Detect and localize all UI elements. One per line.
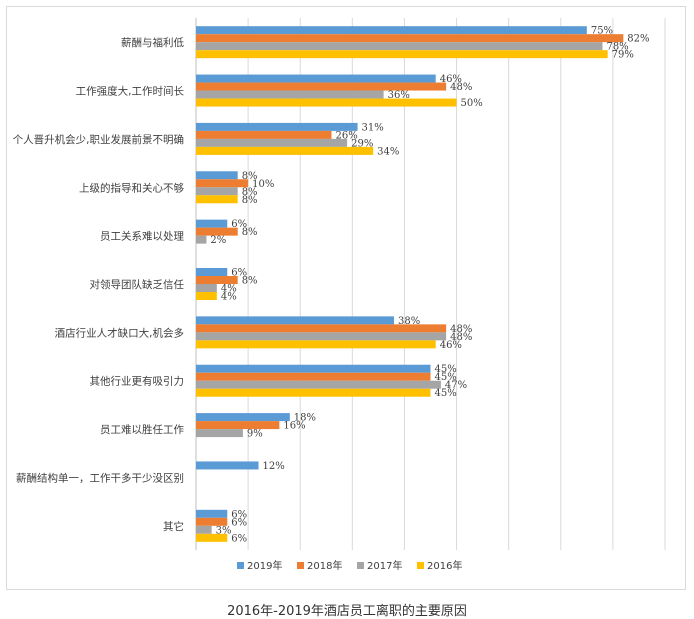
legend-swatch — [357, 562, 364, 569]
data-label: 34% — [377, 146, 399, 157]
bar-2018年 — [196, 276, 238, 284]
data-label: 38% — [398, 316, 420, 327]
data-label: 46% — [440, 340, 462, 351]
bar-2017年 — [196, 187, 238, 196]
data-label: 9% — [247, 429, 263, 440]
data-label: 75% — [591, 26, 613, 37]
category-label: 个人晋升机会少,职业发展前景不明确 — [13, 133, 184, 146]
category-label: 薪酬与福利低 — [121, 36, 184, 49]
bar-2016年 — [196, 292, 217, 300]
bar-2017年 — [196, 525, 212, 534]
data-label: 8% — [242, 276, 258, 287]
bar-2019年 — [196, 364, 431, 373]
data-label: 16% — [283, 421, 305, 432]
data-label: 79% — [612, 50, 634, 61]
data-label: 46% — [440, 74, 462, 85]
data-label: 6% — [231, 509, 247, 520]
data-label: 3% — [216, 525, 232, 536]
bar-2018年 — [196, 34, 624, 43]
data-label: 45% — [435, 364, 457, 375]
data-label: 50% — [461, 98, 483, 109]
data-label: 6% — [231, 268, 247, 279]
legend-swatch — [297, 562, 304, 569]
data-label: 4% — [221, 284, 237, 295]
data-label: 8% — [242, 195, 258, 206]
data-label: 10% — [252, 179, 274, 190]
data-label: 6% — [231, 533, 247, 544]
category-label: 工作强度大,工作时间长 — [76, 85, 185, 98]
data-label: 6% — [231, 219, 247, 230]
data-label: 12% — [263, 461, 285, 472]
data-label: 47% — [445, 380, 467, 391]
data-label: 48% — [450, 332, 472, 343]
legend-label: 2017年 — [367, 559, 402, 572]
data-label: 4% — [221, 292, 237, 303]
data-label: 31% — [362, 122, 384, 133]
data-label: 45% — [435, 372, 457, 383]
bar-2018年 — [196, 372, 431, 381]
legend-label: 2019年 — [247, 559, 282, 572]
bar-2018年 — [196, 82, 447, 91]
data-label: 2% — [210, 235, 226, 246]
data-label: 82% — [627, 34, 649, 45]
bar-2018年 — [196, 421, 280, 430]
bar-2017年 — [196, 42, 603, 51]
category-label: 上级的指导和关心不够 — [79, 181, 184, 194]
bar-2017年 — [196, 380, 441, 389]
bar-2016年 — [196, 195, 238, 204]
category-label: 其它 — [163, 520, 184, 533]
bar-2019年 — [196, 171, 238, 180]
category-label: 其他行业更有吸引力 — [90, 375, 185, 388]
data-label: 18% — [294, 413, 316, 424]
bar-2019年 — [196, 413, 290, 422]
category-label: 对领导团队缺乏信任 — [90, 278, 185, 291]
data-label: 36% — [388, 90, 410, 101]
legend-label: 2016年 — [427, 559, 462, 572]
data-label: 8% — [242, 187, 258, 198]
bar-2017年 — [196, 235, 207, 244]
category-label: 薪酬结构单一，工作干多干少没区别 — [16, 471, 184, 484]
data-label: 48% — [450, 82, 472, 93]
bar-2018年 — [196, 517, 228, 526]
bar-2018年 — [196, 324, 447, 333]
legend-swatch — [417, 562, 424, 569]
bar-2016年 — [196, 50, 608, 59]
data-label: 8% — [242, 171, 258, 182]
bar-2018年 — [196, 179, 249, 188]
category-label: 酒店行业人才缺口大,机会多 — [55, 326, 184, 339]
bar-2019年 — [196, 509, 228, 518]
data-label: 26% — [335, 130, 357, 141]
bar-2019年 — [196, 122, 358, 131]
data-label: 6% — [231, 517, 247, 528]
bar-2017年 — [196, 90, 384, 99]
legend-swatch — [237, 562, 244, 569]
bar-2016年 — [196, 340, 436, 349]
data-label: 78% — [606, 42, 628, 53]
bar-2019年 — [196, 74, 436, 83]
bar-2017年 — [196, 284, 217, 292]
data-label: 8% — [242, 227, 258, 238]
bar-2017年 — [196, 332, 447, 341]
bar-2018年 — [196, 227, 238, 236]
bar-2016年 — [196, 146, 374, 155]
chart-caption: 2016年-2019年酒店员工离职的主要原因 — [227, 604, 467, 619]
bar-2019年 — [196, 219, 228, 228]
category-label: 员工难以胜任工作 — [100, 423, 184, 436]
bar-2016年 — [196, 388, 431, 397]
data-label: 29% — [351, 138, 373, 149]
bar-2019年 — [196, 26, 587, 35]
bar-2019年 — [196, 268, 228, 276]
bar-2017年 — [196, 429, 243, 438]
data-label: 48% — [450, 324, 472, 335]
bar-2017年 — [196, 138, 348, 147]
data-label: 45% — [435, 388, 457, 399]
bar-2016年 — [196, 533, 228, 542]
bar-2018年 — [196, 130, 332, 139]
legend-label: 2018年 — [307, 559, 342, 572]
bar-2019年 — [196, 461, 259, 470]
bar-2019年 — [196, 316, 395, 325]
bar-2016年 — [196, 98, 457, 107]
category-label: 员工关系难以处理 — [100, 230, 184, 243]
